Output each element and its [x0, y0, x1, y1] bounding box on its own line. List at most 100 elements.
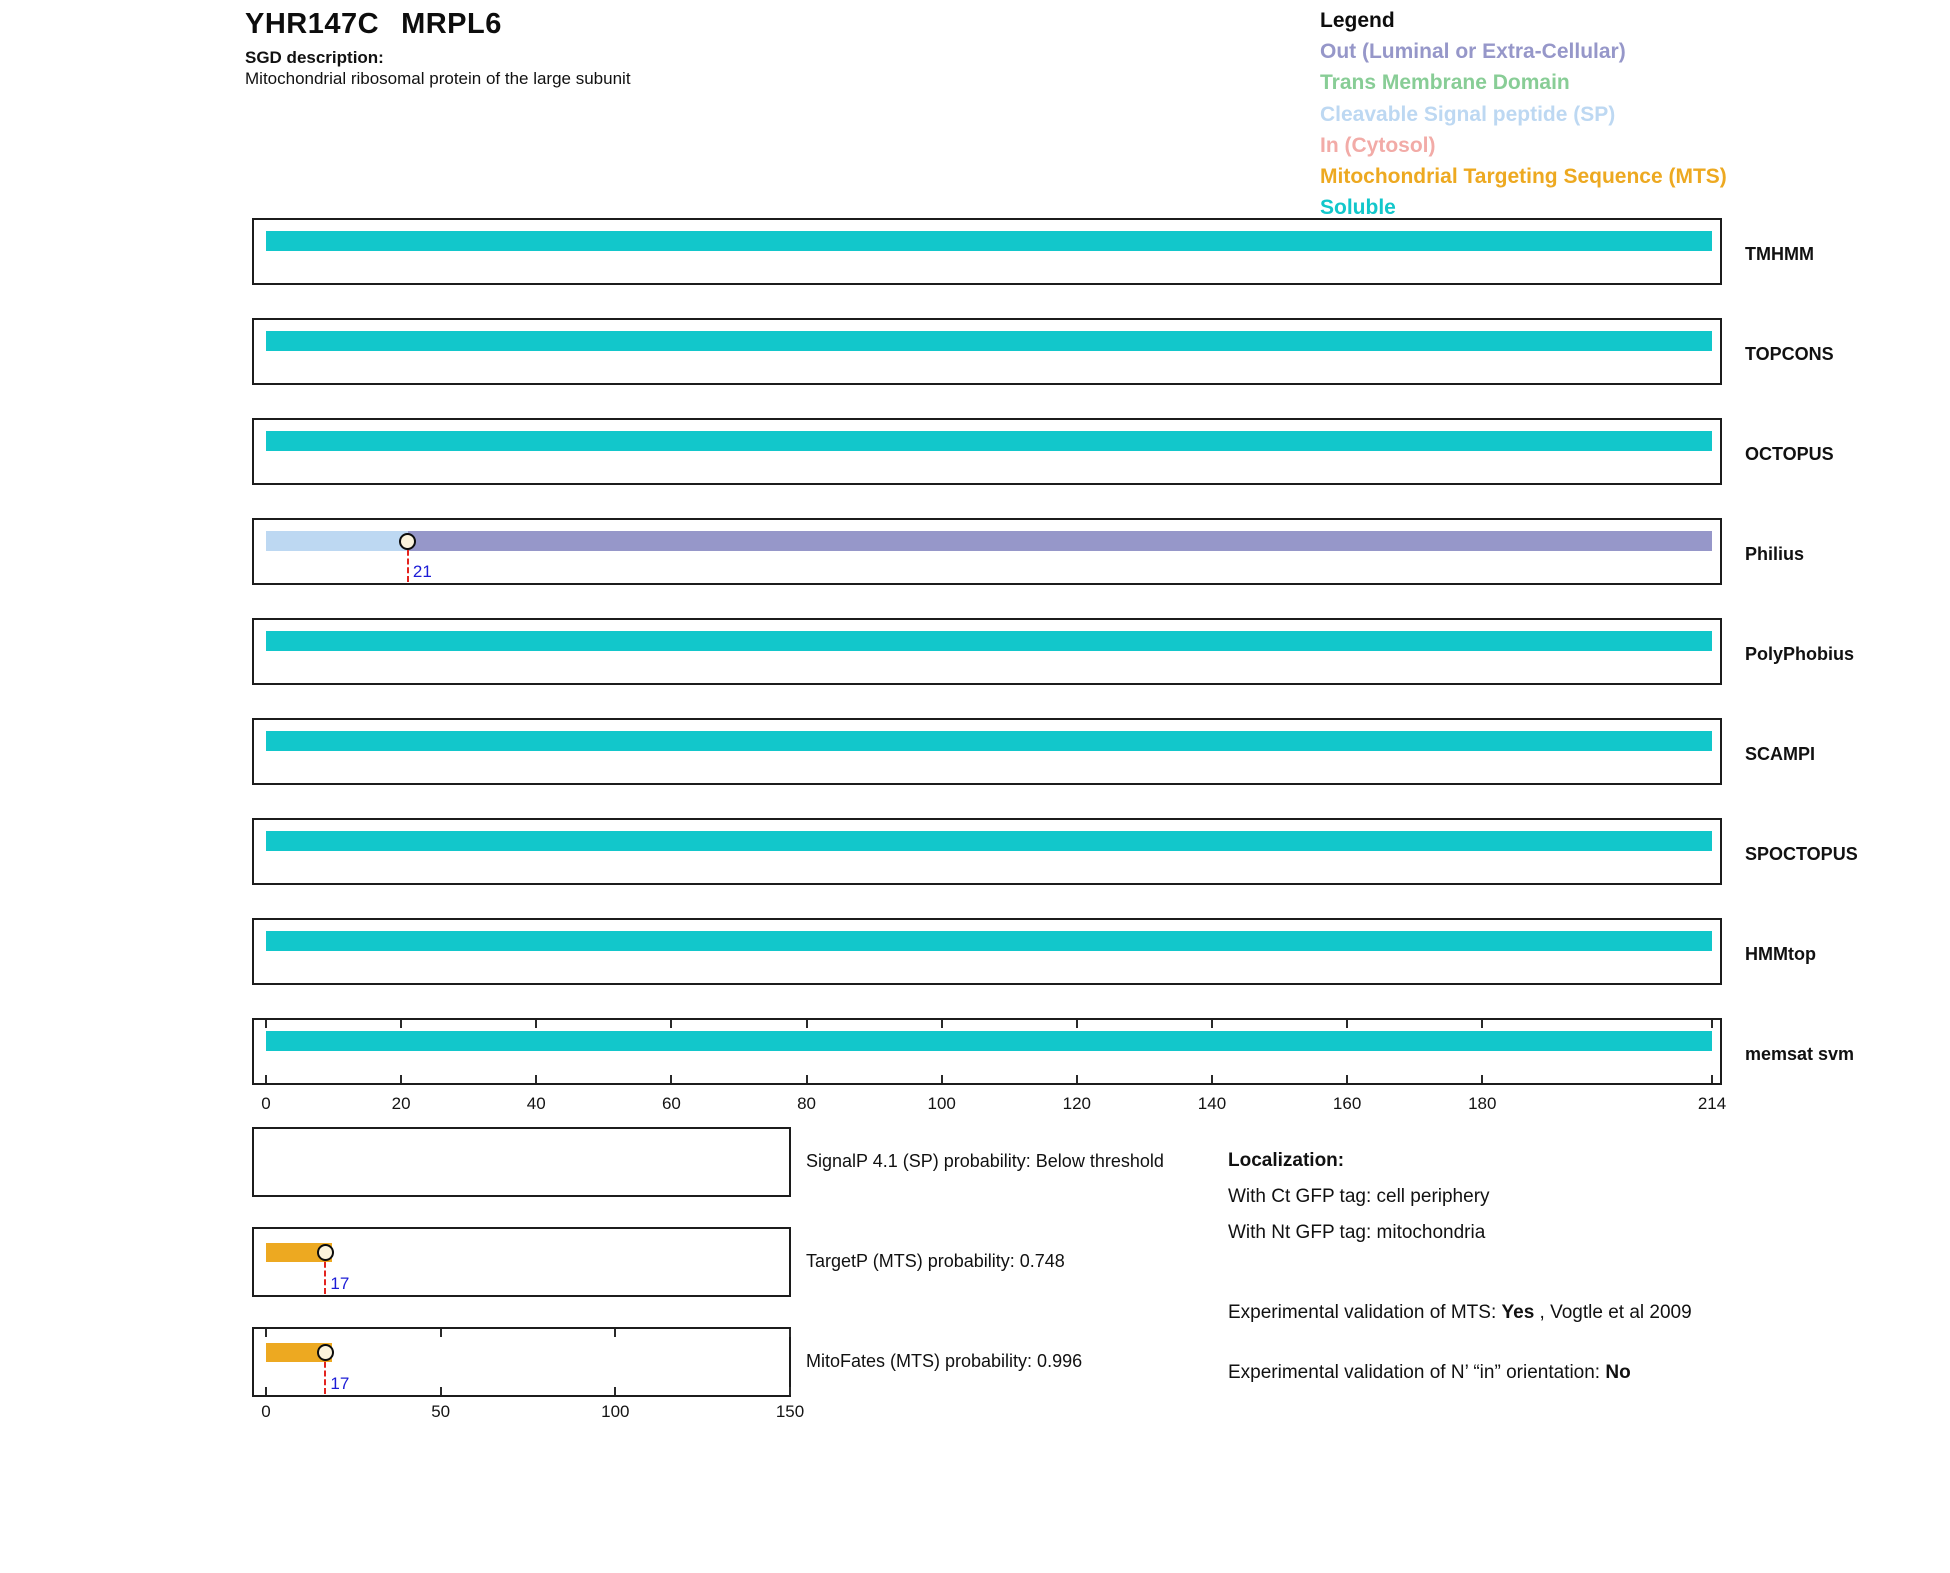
box-tick — [265, 1387, 267, 1395]
track-box-memsat-svm — [252, 1018, 1722, 1085]
track-bar-segment-out — [407, 531, 1712, 551]
legend-item-out: Out (Luminal or Extra-Cellular) — [1320, 40, 1626, 63]
cleavage-marker-line — [324, 1252, 327, 1294]
box-tick — [789, 1329, 791, 1337]
track-label-hmmtop: HMMtop — [1745, 944, 1816, 964]
mts-validation-reference: , Vogtle et al 2009 — [1534, 1302, 1692, 1323]
box-tick — [1346, 1020, 1349, 1028]
mts-validation-result: Yes — [1501, 1302, 1535, 1323]
localization-heading: Localization: — [1228, 1150, 1345, 1171]
track-bar-segment-soluble — [266, 931, 1712, 951]
probability-axis-label-0: 0 — [261, 1402, 271, 1421]
box-tick — [614, 1387, 617, 1395]
legend-title: Legend — [1320, 9, 1395, 32]
mts-validation-line: Experimental validation of MTS: Yes , Vo… — [1228, 1302, 1692, 1324]
cleavage-marker-line — [406, 541, 409, 582]
gene-id: YHR147C — [245, 8, 380, 40]
track-label-topcons: TOPCONS — [1745, 344, 1834, 364]
track-box-octopus — [252, 418, 1722, 485]
localization-nt-gfp: With Nt GFP tag: mitochondria — [1228, 1222, 1486, 1243]
track-label-philius: Philius — [1745, 544, 1805, 564]
sequence-axis-label-20: 20 — [391, 1094, 411, 1113]
box-tick — [400, 1075, 403, 1083]
box-tick — [1210, 1075, 1213, 1083]
track-box-spoctopus — [252, 818, 1722, 885]
box-tick — [1711, 1020, 1713, 1028]
probability-axis-label-50: 50 — [431, 1402, 451, 1421]
track-label-octopus: OCTOPUS — [1745, 444, 1834, 464]
sequence-axis-label-100: 100 — [927, 1094, 956, 1113]
box-tick — [535, 1075, 538, 1083]
legend-item-in: In (Cytosol) — [1320, 133, 1436, 157]
track-label-spoctopus: SPOCTOPUS — [1745, 844, 1858, 864]
box-tick — [940, 1075, 943, 1083]
track-label-polyphobius: PolyPhobius — [1745, 644, 1855, 664]
sequence-axis-label-40: 40 — [526, 1094, 546, 1113]
cleavage-marker-line — [324, 1352, 327, 1394]
track-bar-segment-soluble — [266, 731, 1712, 751]
sequence-axis-label-180: 180 — [1468, 1094, 1497, 1113]
box-tick — [1075, 1020, 1078, 1028]
box-tick — [805, 1020, 808, 1028]
cleavage-position-label: 21 — [412, 562, 432, 581]
cleavage-position-label: 17 — [330, 1374, 350, 1393]
predictor-box-0 — [252, 1127, 791, 1197]
sequence-axis-label-140: 140 — [1197, 1094, 1227, 1113]
protein-name: MRPL6 — [401, 8, 502, 40]
legend-item-mts: Mitochondrial Targeting Sequence (MTS) — [1320, 165, 1727, 189]
box-tick — [265, 1020, 267, 1028]
track-box-hmmtop — [252, 918, 1722, 985]
cleavage-marker-circle — [316, 1244, 334, 1261]
box-tick — [535, 1020, 538, 1028]
track-box-philius — [252, 518, 1722, 585]
sequence-axis-label-0: 0 — [261, 1094, 271, 1113]
track-bar-segment-soluble — [266, 231, 1712, 251]
box-tick — [1481, 1020, 1484, 1028]
box-tick — [670, 1075, 673, 1083]
predictor-label-1: TargetP (MTS) probability: 0.748 — [806, 1251, 1065, 1271]
box-tick — [614, 1329, 617, 1337]
track-bar-segment-soluble — [266, 831, 1712, 851]
orientation-validation-line: Experimental validation of N’ “in” orien… — [1228, 1362, 1631, 1384]
predictor-bar-mts — [266, 1243, 333, 1262]
sequence-axis-label-160: 160 — [1332, 1094, 1362, 1113]
probability-axis-label-150: 150 — [775, 1402, 805, 1421]
track-bar-segment-soluble — [266, 631, 1712, 651]
track-box-polyphobius — [252, 618, 1722, 685]
sequence-axis-label-214: 214 — [1697, 1094, 1727, 1113]
sgd-description-text: Mitochondrial ribosomal protein of the l… — [245, 69, 631, 88]
legend-items: Out (Luminal or Extra-Cellular) Trans Mem… — [1320, 36, 1727, 224]
legend-item-tm: Trans Membrane Domain — [1320, 71, 1570, 95]
legend-item-sp: Cleavable Signal peptide (SP) — [1320, 102, 1616, 126]
sgd-description-label: SGD description: — [245, 48, 384, 67]
cleavage-marker-circle — [399, 532, 417, 550]
cleavage-position-label: 17 — [330, 1274, 350, 1293]
probability-axis-label-100: 100 — [601, 1402, 630, 1421]
box-tick — [265, 1075, 267, 1083]
page-title: YHR147C MRPL6 — [245, 8, 502, 41]
track-box-scampi — [252, 718, 1722, 785]
box-tick — [400, 1020, 403, 1028]
orientation-validation-prefix: Experimental validation of N’ “in” orien… — [1228, 1362, 1606, 1383]
box-tick — [1481, 1075, 1484, 1083]
track-bar-segment-soluble — [266, 1031, 1712, 1051]
box-tick — [1346, 1075, 1349, 1083]
predictor-label-2: MitoFates (MTS) probability: 0.996 — [806, 1351, 1083, 1371]
sequence-axis-label-120: 120 — [1062, 1094, 1092, 1113]
box-tick — [940, 1020, 943, 1028]
box-tick — [265, 1329, 267, 1337]
track-label-memsat-svm: memsat svm — [1745, 1044, 1855, 1064]
legend: Legend Out (Luminal or Extra-Cellular) Tr… — [1320, 5, 1727, 224]
box-tick — [670, 1020, 673, 1028]
predictor-box-2 — [252, 1327, 791, 1397]
box-tick — [439, 1329, 442, 1337]
box-tick — [1210, 1020, 1213, 1028]
predictor-bar-mts — [266, 1343, 333, 1362]
track-box-topcons — [252, 318, 1722, 385]
localization-ct-gfp: With Ct GFP tag: cell periphery — [1228, 1186, 1490, 1207]
track-bar-segment-sp — [266, 531, 408, 551]
legend-item-soluble: Soluble — [1320, 196, 1396, 220]
cleavage-marker-circle — [316, 1344, 334, 1361]
box-tick — [805, 1075, 808, 1083]
predictor-box-1 — [252, 1227, 791, 1297]
